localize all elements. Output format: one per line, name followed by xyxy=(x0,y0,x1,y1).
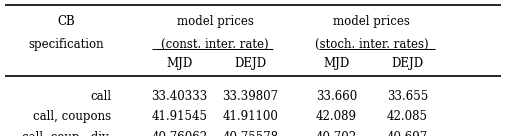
Text: (const. inter. rate): (const. inter. rate) xyxy=(161,38,268,51)
Text: call, coupons: call, coupons xyxy=(33,110,111,123)
Text: 40.697: 40.697 xyxy=(386,131,427,136)
Text: 40.76062: 40.76062 xyxy=(152,131,207,136)
Text: 33.40333: 33.40333 xyxy=(151,90,208,103)
Text: 33.39807: 33.39807 xyxy=(222,90,278,103)
Text: (stoch. inter. rates): (stoch. inter. rates) xyxy=(315,38,428,51)
Text: 40.702: 40.702 xyxy=(315,131,357,136)
Text: MJD: MJD xyxy=(323,57,349,70)
Text: model prices: model prices xyxy=(333,15,410,28)
Text: 40.75578: 40.75578 xyxy=(222,131,278,136)
Text: MJD: MJD xyxy=(166,57,192,70)
Text: specification: specification xyxy=(28,38,104,51)
Text: 33.655: 33.655 xyxy=(386,90,427,103)
Text: DEJD: DEJD xyxy=(234,57,266,70)
Text: DEJD: DEJD xyxy=(390,57,423,70)
Text: 41.91100: 41.91100 xyxy=(222,110,278,123)
Text: call, coup., div.: call, coup., div. xyxy=(22,131,111,136)
Text: model prices: model prices xyxy=(176,15,253,28)
Text: 41.91545: 41.91545 xyxy=(152,110,207,123)
Text: 42.089: 42.089 xyxy=(315,110,357,123)
Text: 33.660: 33.660 xyxy=(315,90,357,103)
Text: call: call xyxy=(90,90,111,103)
Text: CB: CB xyxy=(57,15,75,28)
Text: 42.085: 42.085 xyxy=(386,110,427,123)
